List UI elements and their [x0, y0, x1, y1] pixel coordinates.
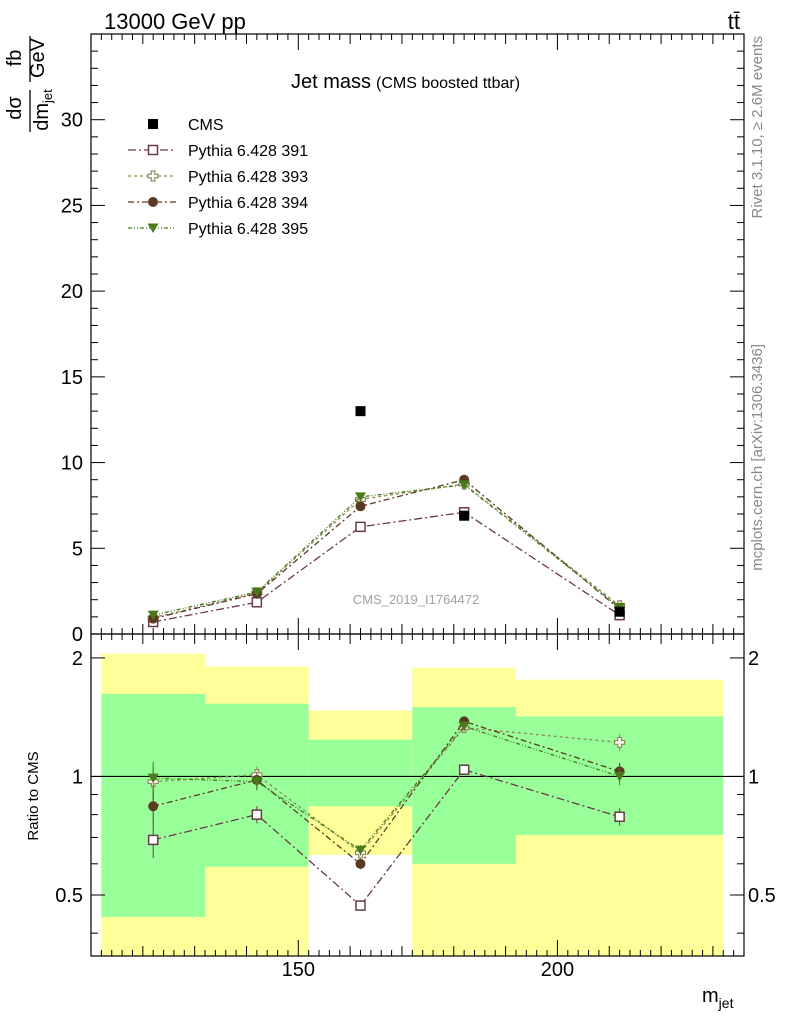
- main-line-p391: [153, 511, 620, 623]
- ratio-point-p394-2: [355, 858, 366, 869]
- legend-label-p391: Pythia 6.428 391: [188, 143, 308, 160]
- main-point-cms-0: [355, 406, 366, 417]
- main-point-p391-1: [251, 597, 263, 608]
- y-tick-label-0: 0: [72, 624, 83, 646]
- legend-label-p393: Pythia 6.428 393: [188, 169, 308, 186]
- ratio-point-p395-1: [251, 777, 263, 787]
- y-axis-unit-num: fb: [4, 50, 26, 67]
- y-tick-label-25: 25: [61, 195, 83, 217]
- y-axis-title: dσ dmjet fb GeV: [4, 36, 55, 132]
- main-point-p395-3: [458, 480, 470, 490]
- r-tick-label-left-0.5: 0.5: [55, 885, 83, 907]
- y-tick-label-15: 15: [61, 367, 83, 389]
- ratio-point-p395-4: [614, 771, 626, 782]
- r-tick-label-left-1: 1: [72, 766, 83, 788]
- y-axis-unit-den: GeV: [27, 37, 49, 78]
- ratio-y-axis-title: Ratio to CMS: [25, 751, 42, 840]
- ratio-frame: [90, 633, 745, 957]
- x-tick-label-150: 150: [282, 959, 315, 981]
- y-tick-label-10: 10: [61, 453, 83, 475]
- ratio-point-p391-4: [614, 811, 625, 823]
- main-point-p391-2: [355, 521, 366, 533]
- r-tick-label-left-2: 2: [72, 648, 83, 670]
- ratio-point-p391-0: [147, 834, 159, 846]
- y-tick-label-30: 30: [61, 110, 83, 132]
- legend: CMS Pythia 6.428 391 Pythia 6.428 393 Pythi…: [128, 117, 308, 238]
- mcplots-label: mcplots.cern.ch [arXiv:1306.3436]: [749, 344, 766, 571]
- legend-label-p395: Pythia 6.428 395: [188, 221, 308, 238]
- watermark: CMS_2019_I1764472: [353, 592, 480, 607]
- legend-marker-p394: [148, 197, 158, 207]
- ratio-point-p391-2: [355, 900, 366, 911]
- energy-label: 13000 GeV pp: [104, 9, 246, 34]
- legend-marker-p391: [147, 144, 159, 156]
- y-axis-title-num: dσ: [4, 96, 26, 120]
- y-axis-title-den: dmjet: [31, 89, 55, 131]
- ratio-series-group: [147, 716, 626, 911]
- legend-marker-p395: [147, 223, 159, 233]
- chart-title: Jet mass: [291, 71, 371, 93]
- r-tick-label-right-2: 2: [748, 648, 759, 670]
- ratio-point-p395-2: [354, 845, 366, 856]
- main-point-cms-1: [459, 510, 470, 521]
- r-tick-label-right-0.5: 0.5: [748, 885, 776, 907]
- legend-marker-cms: [148, 119, 158, 129]
- x-axis-title: mjet: [702, 985, 734, 1011]
- main-point-cms-2: [614, 606, 625, 617]
- axes-frames: [90, 33, 745, 957]
- ratio-point-p391-3: [458, 764, 470, 775]
- ratio-point-p391-1: [251, 809, 263, 820]
- y-tick-label-20: 20: [61, 281, 83, 303]
- x-tick-label-200: 200: [541, 959, 574, 981]
- legend-label-p394: Pythia 6.428 394: [188, 195, 308, 212]
- rivet-label: Rivet 3.1.10, ≥ 2.6M events: [749, 36, 766, 219]
- main-point-p395-1: [251, 587, 263, 597]
- main-series-group: [147, 406, 626, 628]
- main-point-p395-0: [147, 610, 159, 621]
- legend-label-cms: CMS: [188, 117, 224, 134]
- main-point-p395-2: [354, 492, 366, 502]
- ratio-point-p393-4: [614, 736, 626, 749]
- main-point-p394-2: [355, 501, 366, 512]
- axis-ticks: 0 5 10 15 20 25 30 150 200 0.5 0.5 1 1 2 2: [55, 33, 776, 981]
- chart-subtitle: (CMS boosted ttbar): [376, 75, 520, 92]
- y-tick-label-5: 5: [72, 538, 83, 560]
- ratio-point-p395-3: [458, 721, 470, 732]
- ratio-point-p395-0: [147, 773, 159, 784]
- r-tick-label-right-1: 1: [748, 766, 759, 788]
- process-label: tt̄: [728, 9, 740, 34]
- ratio-line-p395: [153, 725, 620, 851]
- ratio-point-p394-0: [148, 801, 159, 812]
- ratio-bands: [91, 653, 744, 956]
- legend-marker-p393: [147, 170, 159, 182]
